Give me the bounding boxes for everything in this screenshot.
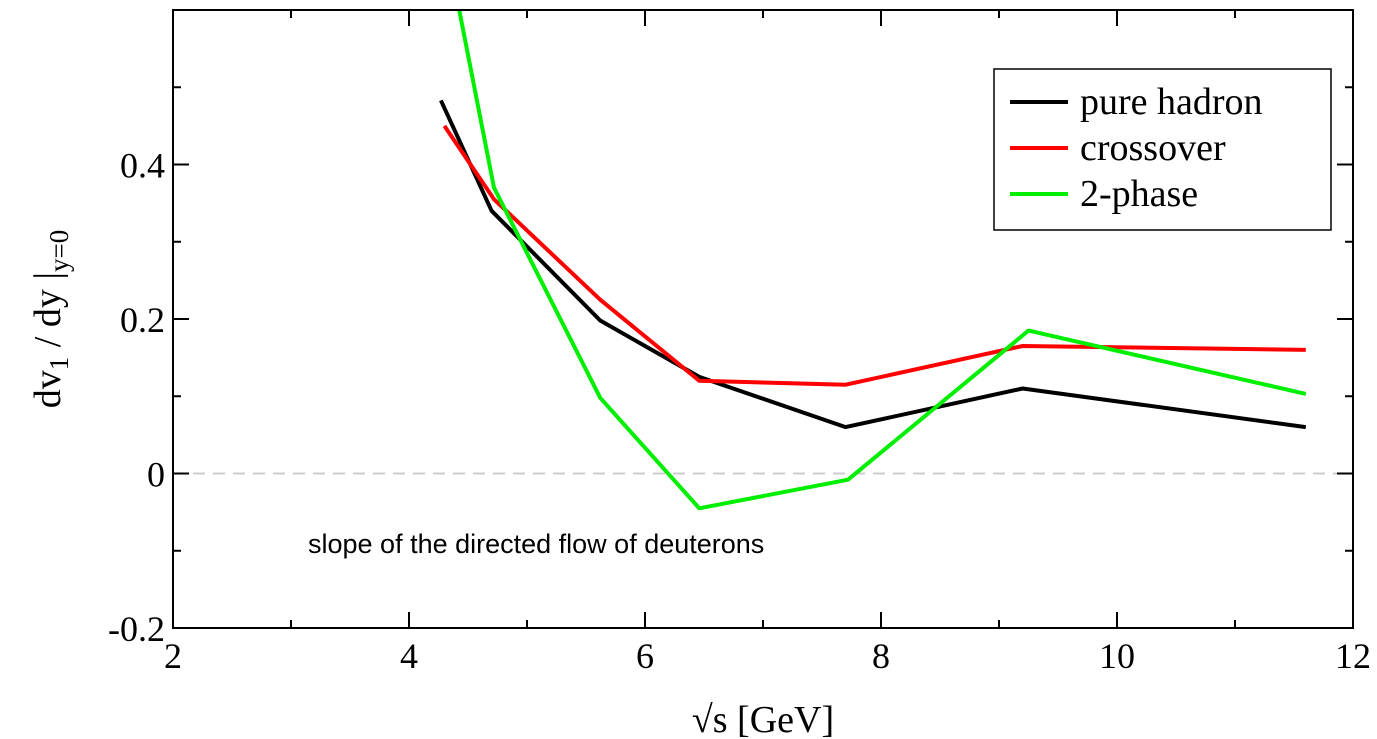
y-axis-title-sub1: 1 xyxy=(44,357,74,371)
x-axis-title: √s [GeV] xyxy=(692,699,834,739)
y-axis-title-mid: / dy | xyxy=(27,272,69,357)
legend-label-2-phase: 2-phase xyxy=(1080,173,1198,215)
y-axis-title: dv1 / dy |y=0 xyxy=(27,230,74,408)
x-tick-label: 4 xyxy=(400,636,418,676)
y-axis-title-sub2: y=0 xyxy=(44,230,74,272)
x-tick-label: 2 xyxy=(164,636,182,676)
y-tick-label: -0.2 xyxy=(108,609,165,649)
y-tick-label: 0 xyxy=(147,455,165,495)
x-tick-label: 12 xyxy=(1335,636,1371,676)
ticks-layer xyxy=(172,9,1354,629)
y-tick-label: 0.4 xyxy=(120,146,165,186)
series-line-pure-hadron xyxy=(439,99,1307,430)
x-tick-label: 6 xyxy=(636,636,654,676)
y-axis-title-main: dv xyxy=(27,370,69,408)
x-tick-label: 10 xyxy=(1099,636,1135,676)
y-tick-label: 0.2 xyxy=(120,300,165,340)
series-layer xyxy=(439,10,1307,511)
x-tick-label: 8 xyxy=(872,636,890,676)
legend-label-crossover: crossover xyxy=(1080,127,1226,169)
series-line-2-phase xyxy=(457,10,1307,511)
chart-annotation: slope of the directed flow of deuterons xyxy=(308,529,764,559)
tick-labels-layer: 2 4 6 8 10 12 -0.2 0 0.2 0.4 xyxy=(108,146,1371,677)
series-line-crossover xyxy=(442,124,1306,387)
legend-label-pure-hadron: pure hadron xyxy=(1080,81,1263,123)
